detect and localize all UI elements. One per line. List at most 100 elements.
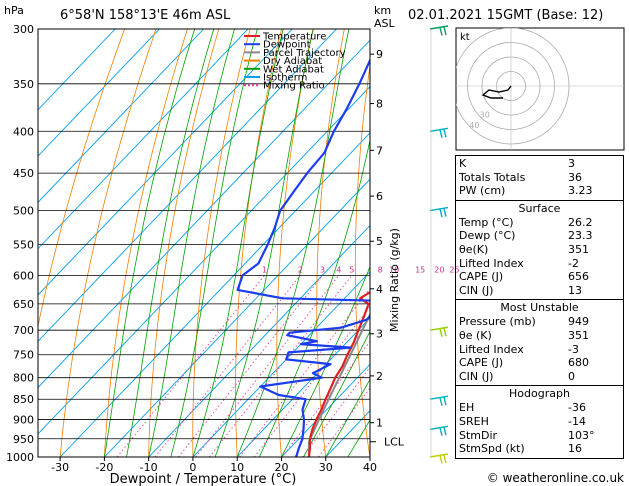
eh-row: EH -36 <box>459 401 586 415</box>
pressure-tick-label: 600 <box>13 269 34 282</box>
surface-title: Surface <box>518 201 561 215</box>
legend-label: Mixing Ratio <box>263 81 325 92</box>
mixing-ratio-line <box>154 275 301 457</box>
skewt-background <box>38 29 370 457</box>
storm-speed-row: StmSpd (kt) 16 <box>459 442 582 456</box>
surface-cin-row: CIN (J) 13 <box>459 283 582 297</box>
pressure-tick-label: 400 <box>13 125 34 138</box>
x-axis-title: Dewpoint / Temperature (°C) <box>110 472 297 486</box>
x-tick-label: 40 <box>363 461 377 474</box>
pressure-tick-label: 950 <box>13 433 34 446</box>
isotherm-line <box>38 29 249 250</box>
wet-adiabat-line <box>303 330 370 457</box>
km-tick-label: 3 <box>376 328 383 341</box>
mixing-ratio-label: 10 <box>389 265 399 274</box>
pressure-tick-label: 700 <box>13 324 34 337</box>
legend-label: Temperature <box>262 32 326 43</box>
legend-label: Parcel Trajectory <box>263 48 346 59</box>
mixing-ratio-line <box>318 387 370 457</box>
location-title: 6°58'N 158°13'E 46m ASL <box>60 8 231 23</box>
surface-lifted-index-row: Lifted Index -2 <box>459 256 579 270</box>
mixing-ratio-line <box>195 275 340 457</box>
mixing-ratio-label: 15 <box>415 265 425 274</box>
x-tick-label: 20 <box>274 461 288 474</box>
plot-frame <box>37 28 371 458</box>
x-tick-label: -10 <box>140 461 158 474</box>
mixing-ratio-label: 5 <box>349 265 354 274</box>
wet-adiabat-line <box>325 378 370 457</box>
surface-cape-row: CAPE (J) 656 <box>459 270 589 284</box>
mu-lifted-index-row: Lifted Index -3 <box>459 342 579 356</box>
hodograph-kt-label: kt <box>460 32 470 43</box>
totals-totals-row: Totals Totals 36 <box>459 170 582 184</box>
km-tick-label: 1 <box>376 417 383 430</box>
dry-adiabat-line <box>354 62 370 457</box>
dry-adiabat-line <box>104 29 188 457</box>
isotherm-line <box>38 29 116 111</box>
dry-adiabat-line <box>59 29 157 457</box>
km-tick-label: 4 <box>376 283 383 296</box>
most-unstable-title: Most Unstable <box>500 301 579 315</box>
legend-label: Isotherm <box>263 73 307 84</box>
pressure-tick-label: 550 <box>13 238 34 251</box>
mixing-ratio-axis-title: Mixing Ratio (g/kg) <box>388 228 401 332</box>
isotherm-line <box>236 317 370 457</box>
pressure-tick-label: 350 <box>13 78 34 91</box>
temperature-axis: -30 -20 -10 0 10 20 30 40 <box>51 457 377 474</box>
precipitable-water-row: PW (cm) 3.23 <box>459 184 593 198</box>
pressure-tick-label: 300 <box>13 23 34 36</box>
pressure-tick-label: 800 <box>13 372 34 385</box>
mixing-ratio-label: 4 <box>336 265 341 274</box>
legend-label: Wet Adiabat <box>263 64 324 75</box>
surface-thetae-row: θe(K) 351 <box>459 242 589 256</box>
legend-label: Dry Adiabat <box>263 56 322 67</box>
mixing-ratio-label: 25 <box>449 265 459 274</box>
km-tick-label: 8 <box>376 98 383 111</box>
wind-barb <box>429 127 449 138</box>
legend-label: Dewpoint <box>263 40 311 51</box>
hodograph-title: Hodograph <box>509 387 570 401</box>
surface-dewp-row: Dewp (°C) 23.3 <box>459 229 593 243</box>
wet-adiabat-line <box>104 29 196 457</box>
km-tick-label: 5 <box>376 235 383 248</box>
isotherm-line <box>148 224 370 457</box>
altitude-axis: 1 2 3 4 5 6 7 8 9 LCL <box>370 48 405 449</box>
isotherm-line <box>38 85 370 435</box>
isotherm-line <box>38 39 370 389</box>
wet-adiabat-line <box>258 138 370 457</box>
km-tick-label: 2 <box>376 370 383 383</box>
surface-temp-row: Temp (°C) 26.2 <box>459 215 593 229</box>
x-tick-label: -30 <box>51 461 69 474</box>
x-tick-label: 10 <box>230 461 244 474</box>
hodograph-trace <box>481 85 512 99</box>
wind-barb <box>429 453 449 464</box>
pressure-tick-label: 500 <box>13 205 34 218</box>
pressure-tick-label: 650 <box>13 298 34 311</box>
mu-cape-row: CAPE (J) 680 <box>459 356 589 370</box>
isotherm-line <box>104 178 370 457</box>
pressure-axis: 300 350 400 450 500 550 600 650 700 750 800 850 900 9… <box>6 23 34 464</box>
wind-barb <box>429 395 449 406</box>
mixing-ratio-labels: 1 2 3 4 5 8 10 15 20 25 <box>262 265 460 274</box>
hodograph-ring-label: 30 <box>480 110 490 119</box>
isotherm-line <box>38 29 205 203</box>
isotherm-line <box>281 363 370 457</box>
wind-barb <box>429 25 449 36</box>
km-label: km <box>374 4 391 17</box>
sreh-row: SREH -14 <box>459 414 586 428</box>
x-tick-label: -20 <box>95 461 113 474</box>
x-tick-label: 30 <box>319 461 333 474</box>
surface-box: Surface Temp (°C) 26.2 Dewp (°C) 23.3 θe(K… <box>455 200 624 301</box>
parcel-trajectory-line <box>307 312 370 457</box>
dry-adiabat-line <box>148 29 220 457</box>
most-unstable-box: Most Unstable Pressure (mb) 949 θe (K) 351… <box>455 300 624 387</box>
pressure-tick-label: 450 <box>13 167 34 180</box>
wind-barb <box>429 326 449 337</box>
pressure-tick-label: 900 <box>13 414 34 427</box>
mixing-ratio-label: 8 <box>378 265 383 274</box>
hodograph-stats-box: Hodograph EH -36 SREH -14 StmDir 103° StmSp… <box>455 386 624 459</box>
copyright: © weatheronline.co.uk <box>487 471 624 485</box>
